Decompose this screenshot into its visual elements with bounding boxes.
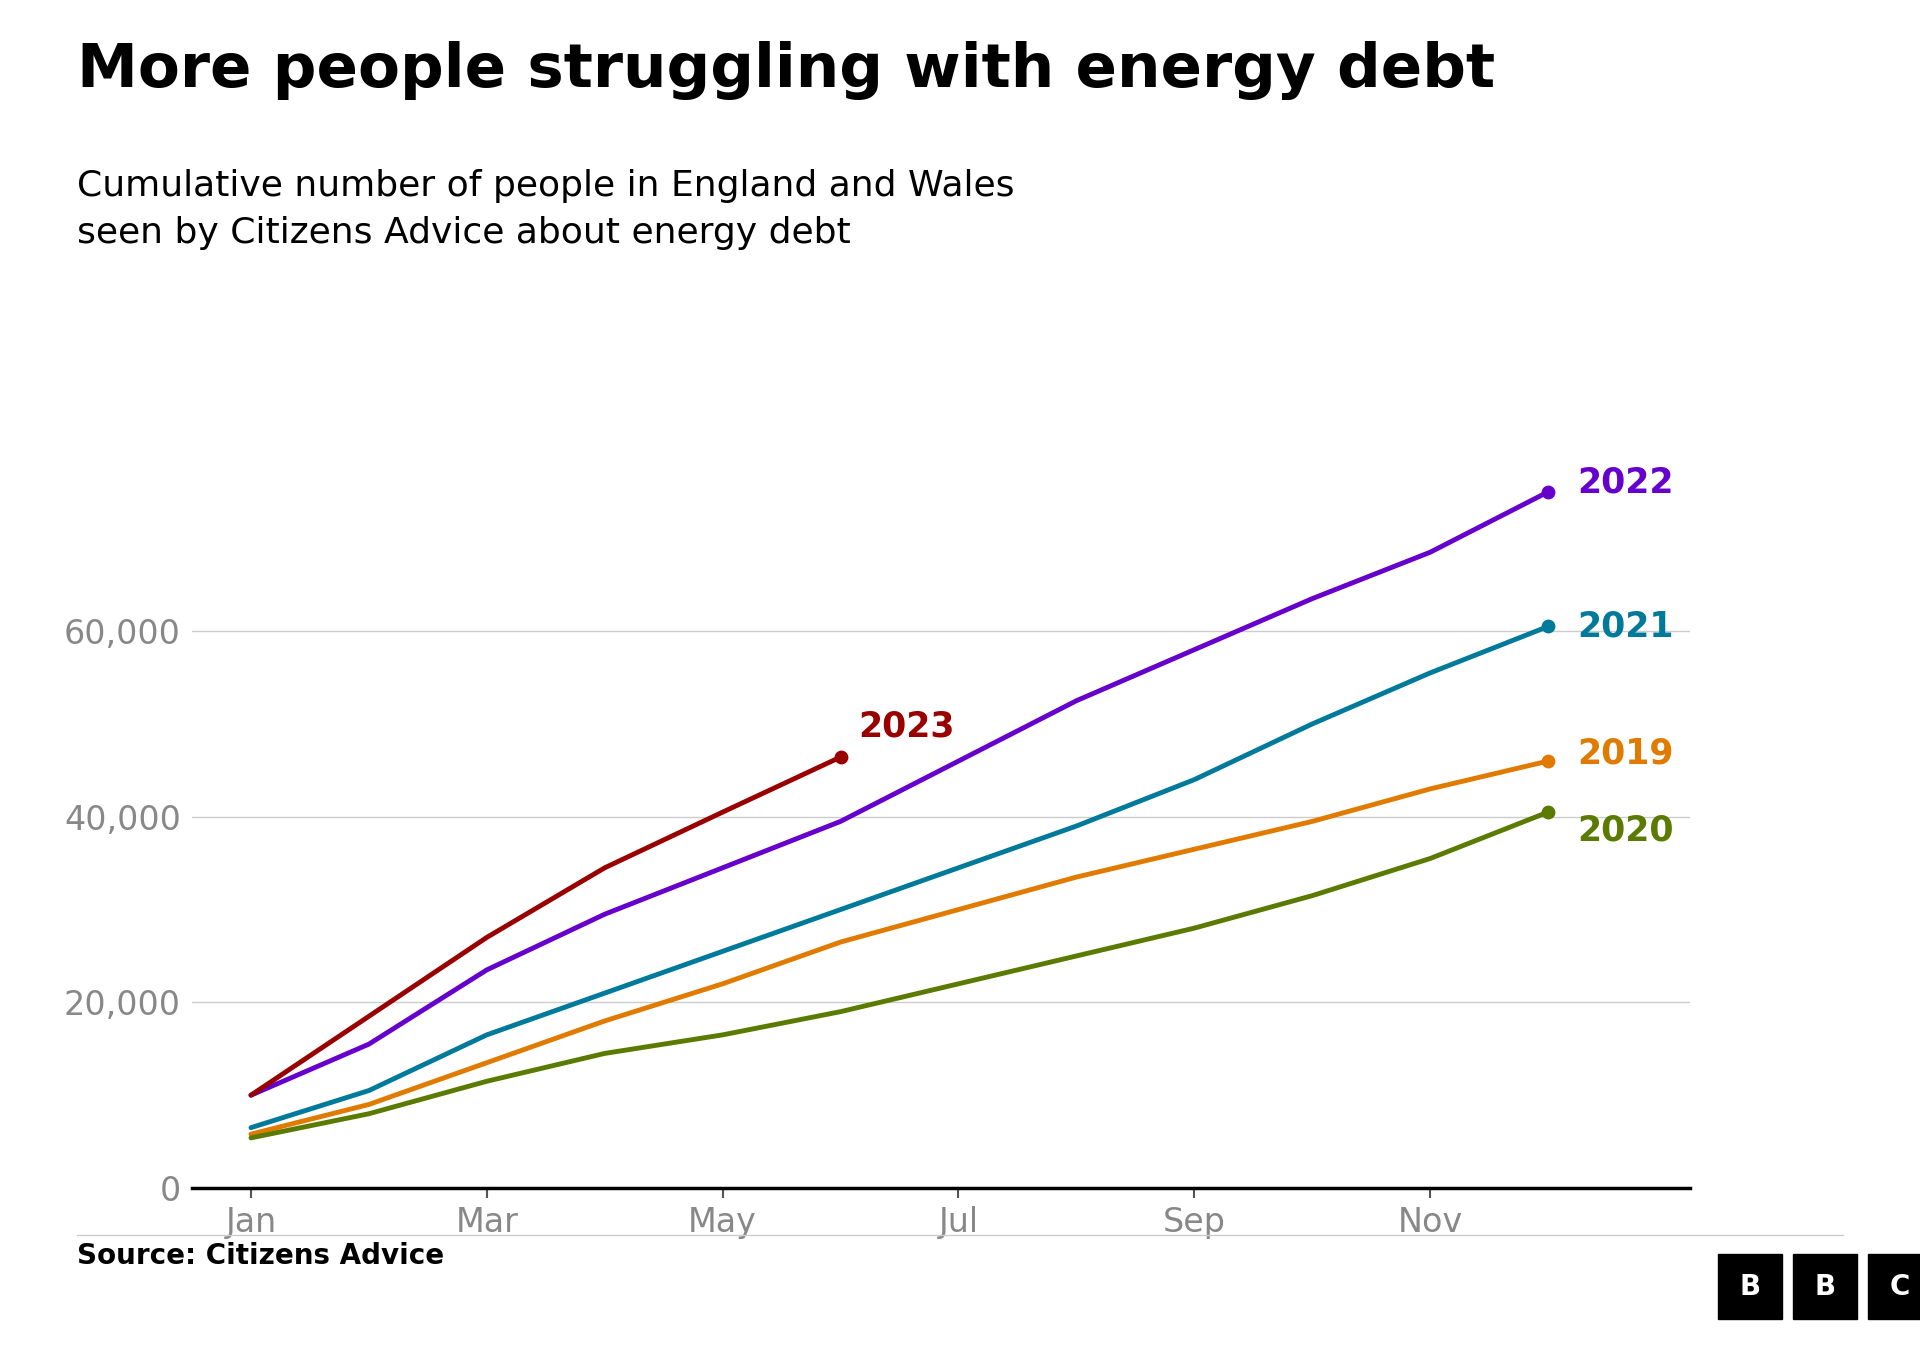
Text: C: C xyxy=(1889,1273,1910,1300)
Text: Source: Citizens Advice: Source: Citizens Advice xyxy=(77,1242,444,1270)
Text: Cumulative number of people in England and Wales
seen by Citizens Advice about e: Cumulative number of people in England a… xyxy=(77,169,1014,250)
Point xyxy=(1532,616,1563,637)
Point xyxy=(826,747,856,768)
Point xyxy=(1532,481,1563,502)
Point xyxy=(1532,802,1563,824)
Text: 2019: 2019 xyxy=(1578,737,1674,771)
Text: B: B xyxy=(1740,1273,1761,1300)
Point xyxy=(1532,751,1563,772)
Text: More people struggling with energy debt: More people struggling with energy debt xyxy=(77,40,1496,100)
Text: 2021: 2021 xyxy=(1578,609,1674,644)
Text: 2022: 2022 xyxy=(1578,466,1674,500)
Text: 2023: 2023 xyxy=(858,709,954,742)
Text: 2020: 2020 xyxy=(1578,814,1674,848)
Text: B: B xyxy=(1814,1273,1836,1300)
